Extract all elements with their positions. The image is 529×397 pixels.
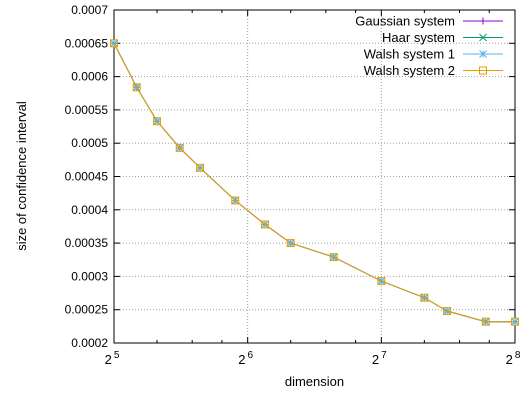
- data-point-3: [196, 163, 205, 172]
- y-tick-label: 0.00045: [65, 170, 109, 184]
- y-tick-label: 0.0003: [71, 269, 108, 283]
- y-tick-label: 0.00065: [65, 36, 109, 50]
- y-tick-label: 0.0004: [71, 203, 108, 217]
- series-line-3: [113, 43, 515, 323]
- y-tick-label: 0.00055: [65, 103, 109, 117]
- series-lines: [110, 39, 519, 326]
- data-point-3: [377, 277, 386, 286]
- legend-label: Walsh system 2: [364, 63, 455, 78]
- data-point-3: [231, 196, 240, 205]
- y-tick-label: 0.0007: [71, 3, 108, 17]
- y-tick-label: 0.00035: [65, 236, 109, 250]
- data-point-3: [286, 239, 295, 248]
- legend-marker: [479, 17, 487, 25]
- y-tick-label: 0.0006: [71, 70, 108, 84]
- series-line-1: [113, 43, 515, 323]
- data-point-3: [329, 253, 338, 262]
- data-point-3: [260, 220, 269, 229]
- data-point-3: [420, 293, 429, 302]
- legend-marker: [479, 33, 487, 42]
- data-point-3: [481, 317, 490, 326]
- legend-label: Walsh system 1: [364, 47, 455, 62]
- legend-marker: [479, 66, 487, 75]
- data-point-3: [443, 307, 452, 316]
- y-tick-label: 0.00025: [65, 303, 109, 317]
- data-point-3: [110, 39, 118, 48]
- axis-ticks: 0.0002 0.00025 0.0003 0.00035 0.0004 0.00045 0…: [65, 3, 521, 367]
- x-axis-label: dimension: [285, 374, 344, 389]
- data-point-3: [175, 143, 184, 152]
- series-line-0: [113, 43, 515, 323]
- y-tick-label: 0.0005: [71, 136, 108, 150]
- y-axis-label: size of confidence interval: [14, 101, 29, 251]
- grid-lines: [114, 10, 515, 343]
- legend-marker: [479, 50, 487, 58]
- y-tick-label: 0.0002: [71, 336, 108, 350]
- data-point-3: [153, 117, 162, 126]
- legend-label: Haar system: [382, 30, 455, 45]
- data-point-3: [511, 317, 519, 326]
- data-point-3: [132, 83, 141, 92]
- series-line-2: [113, 43, 515, 323]
- legend-label: Gaussian system: [355, 14, 455, 29]
